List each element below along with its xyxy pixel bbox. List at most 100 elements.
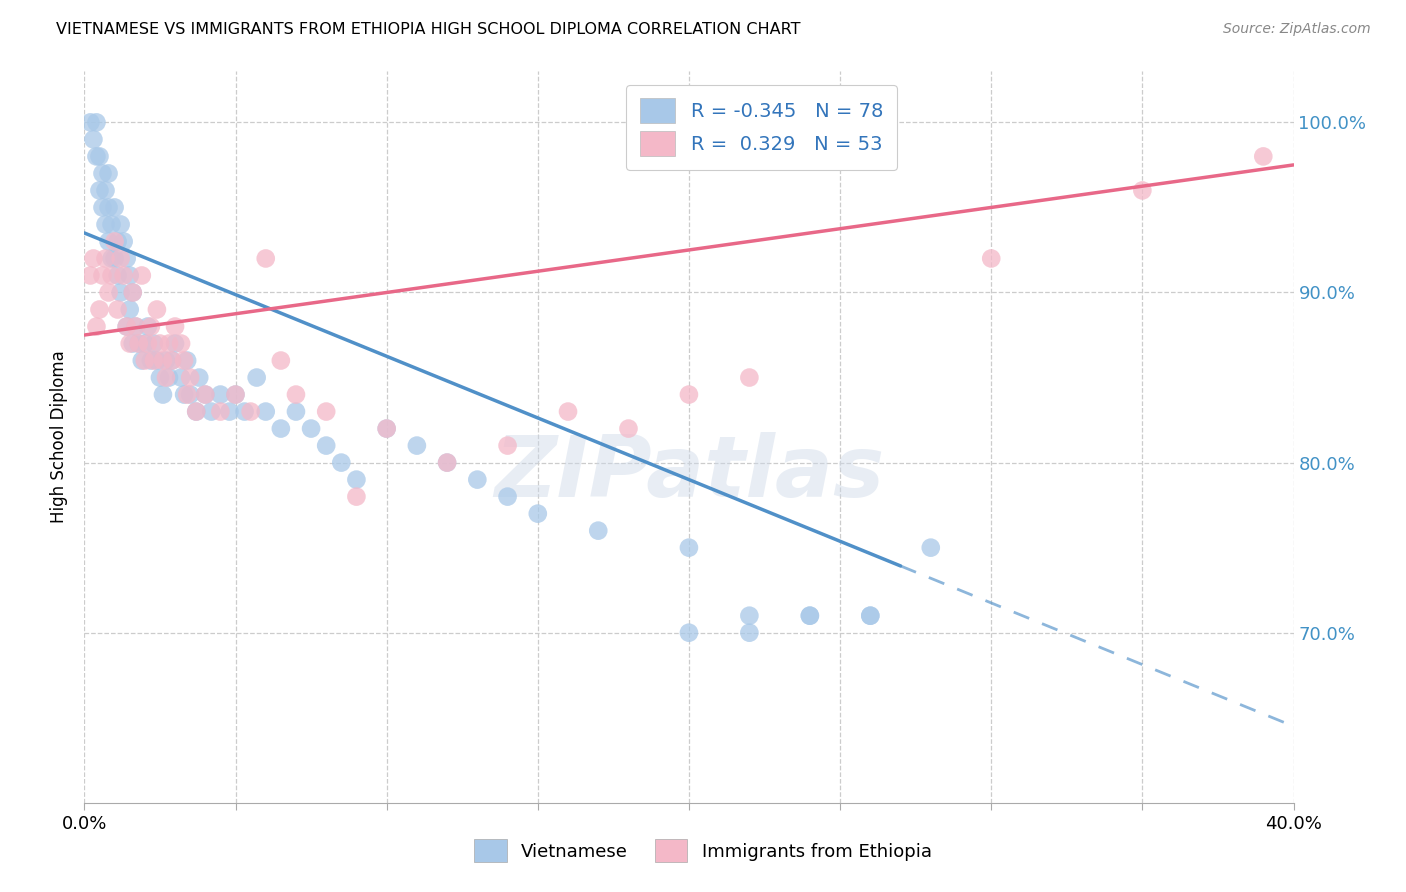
Point [112,235,135,249]
Point [86,115,108,129]
Point [200,404,222,418]
Point [194,387,217,401]
Point [79,268,101,283]
Point [557,404,579,418]
Point [100,252,122,266]
Point [110,218,132,232]
Point [859,608,882,623]
Point [97,285,120,300]
Text: VIETNAMESE VS IMMIGRANTS FROM ETHIOPIA HIGH SCHOOL DIPLOMA CORRELATION CHART: VIETNAMESE VS IMMIGRANTS FROM ETHIOPIA H… [56,22,801,37]
Point [121,285,143,300]
Point [165,336,187,351]
Point [194,387,217,401]
Point [110,285,132,300]
Point [406,439,429,453]
Point [1130,183,1153,197]
Point [859,608,882,623]
Point [136,336,159,351]
Point [1253,149,1275,163]
Point [209,404,232,418]
Point [436,456,458,470]
Point [270,421,292,435]
Point [346,473,368,487]
Point [254,404,277,418]
Point [139,319,162,334]
Point [225,387,247,401]
Point [299,421,322,435]
Point [125,319,148,334]
Point [121,285,143,300]
Point [179,387,201,401]
Point [91,201,114,215]
Point [527,507,550,521]
Point [179,370,201,384]
Point [315,404,337,418]
Point [467,473,489,487]
Point [82,132,104,146]
Point [136,319,159,334]
Point [139,353,162,368]
Point [218,404,240,418]
Point [86,319,108,334]
Point [146,353,169,368]
Point [134,353,156,368]
Point [270,353,292,368]
Point [617,421,640,435]
Point [115,319,138,334]
Point [155,370,177,384]
Point [239,404,262,418]
Point [678,387,700,401]
Point [165,319,187,334]
Point [131,268,153,283]
Point [152,353,174,368]
Point [738,608,761,623]
Point [118,302,141,317]
Point [94,252,117,266]
Point [157,336,180,351]
Point [436,456,458,470]
Point [100,218,122,232]
Point [176,387,198,401]
Point [209,387,232,401]
Point [678,625,700,640]
Point [146,302,169,317]
Point [246,370,269,384]
Point [678,541,700,555]
Point [160,353,183,368]
Point [121,336,143,351]
Point [115,252,138,266]
Point [94,183,117,197]
Point [799,608,821,623]
Point [285,387,308,401]
Point [107,235,129,249]
Point [152,387,174,401]
Point [131,353,153,368]
Point [86,149,108,163]
Point [79,115,101,129]
Y-axis label: High School Diploma: High School Diploma [51,351,69,524]
Point [97,166,120,180]
Point [91,166,114,180]
Point [107,268,129,283]
Point [82,252,104,266]
Point [128,336,150,351]
Point [100,268,122,283]
Point [97,235,120,249]
Point [186,404,208,418]
Point [89,183,111,197]
Point [346,490,368,504]
Point [170,370,193,384]
Point [155,353,177,368]
Point [110,252,132,266]
Point [149,336,172,351]
Point [104,201,127,215]
Point [160,353,183,368]
Legend: Vietnamese, Immigrants from Ethiopia: Vietnamese, Immigrants from Ethiopia [467,832,939,870]
Point [142,336,165,351]
Legend: R = -0.345   N = 78, R =  0.329   N = 53: R = -0.345 N = 78, R = 0.329 N = 53 [627,85,897,169]
Point [330,456,353,470]
Point [738,625,761,640]
Point [128,336,150,351]
Point [97,201,120,215]
Point [170,336,193,351]
